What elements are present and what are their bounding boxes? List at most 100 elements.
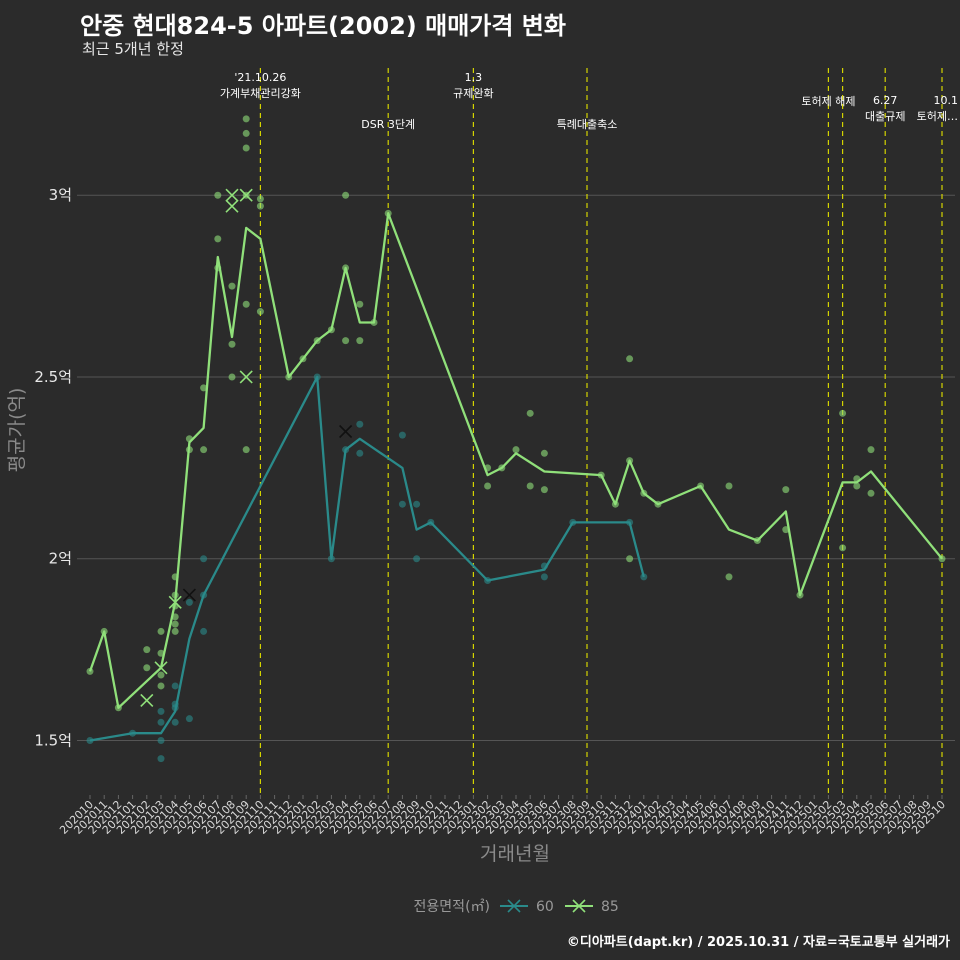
cross-stroke — [239, 370, 253, 384]
data-point-60 — [171, 718, 179, 726]
data-point-60 — [569, 518, 577, 526]
event-annotation: 토허제 해제 — [801, 94, 855, 108]
legend-key-cross-85 — [572, 899, 586, 913]
data-point-85 — [839, 544, 847, 552]
x-axis-ticks: 2020102020112020122021012021022021032021… — [57, 795, 948, 837]
event-annotation: '21.10.26 — [234, 71, 286, 84]
event-annotation: 6.27 — [873, 94, 898, 107]
data-point-85 — [171, 613, 179, 621]
data-point-60 — [200, 555, 208, 563]
data-point-60 — [413, 555, 421, 563]
event-annotation: 10.1 — [934, 94, 959, 107]
data-point-60 — [200, 627, 208, 635]
data-point-85 — [498, 464, 506, 472]
event-annotation: 규제완화 — [453, 87, 493, 100]
data-point-85 — [484, 464, 492, 472]
data-point-85 — [782, 486, 790, 494]
data-point-85 — [171, 591, 179, 599]
data-point-60 — [398, 431, 406, 439]
data-point-60 — [540, 573, 548, 581]
data-point-60 — [327, 555, 335, 563]
data-point-60 — [185, 598, 193, 606]
data-point-85 — [242, 115, 250, 123]
cancelled-marker-85 — [154, 661, 168, 675]
data-point-85 — [540, 486, 548, 494]
data-point-85 — [626, 355, 634, 363]
data-point-85 — [384, 209, 392, 217]
legend-label-60: 60 — [536, 899, 554, 915]
data-point-85 — [157, 627, 165, 635]
data-point-60 — [413, 500, 421, 508]
data-point-85 — [725, 482, 733, 490]
cancelled-marker-60 — [339, 424, 353, 439]
event-annotation: 대출규제 — [865, 110, 905, 123]
y-tick-label: 3억 — [49, 186, 72, 204]
data-point-85 — [157, 649, 165, 657]
cross-stroke — [225, 199, 239, 213]
data-point-85 — [171, 627, 179, 635]
data-point-85 — [256, 202, 264, 210]
data-point-85 — [654, 500, 662, 508]
cancelled-marker-85 — [140, 693, 154, 708]
data-point-85 — [114, 704, 122, 712]
data-point-85 — [526, 482, 534, 490]
data-point-85 — [512, 446, 520, 454]
data-point-60 — [185, 715, 193, 723]
data-point-85 — [867, 489, 875, 497]
data-point-85 — [143, 646, 151, 654]
data-point-85 — [327, 326, 335, 334]
data-point-85 — [540, 449, 548, 457]
cancelled-marker-85 — [239, 370, 253, 384]
data-point-60 — [129, 729, 137, 737]
cross-stroke — [182, 588, 196, 602]
cancelled-markers — [140, 188, 353, 708]
data-point-85 — [242, 144, 250, 152]
cancelled-marker-85 — [168, 595, 182, 609]
data-point-85 — [526, 409, 534, 417]
data-point-85 — [185, 435, 193, 443]
data-point-60 — [640, 573, 648, 581]
data-point-85 — [313, 337, 321, 345]
data-point-85 — [171, 573, 179, 581]
data-point-60 — [484, 577, 492, 585]
cross-stroke — [140, 693, 154, 708]
data-point-85 — [370, 318, 378, 326]
data-point-85 — [640, 489, 648, 497]
cancelled-marker-85 — [239, 188, 253, 202]
data-point-85 — [242, 129, 250, 137]
data-point-60 — [313, 373, 321, 381]
data-point-85 — [299, 355, 307, 363]
data-point-85 — [342, 337, 350, 345]
data-point-85 — [853, 475, 861, 483]
event-annotation: 특례대출축소 — [557, 118, 618, 131]
credit-line: ©디아파트(dapt.kr) / 2025.10.31 / 자료=국토교통부 실… — [566, 935, 950, 950]
data-point-85 — [626, 555, 634, 563]
chart-subtitle: 최근 5개년 한정 — [82, 40, 184, 58]
data-point-60 — [171, 700, 179, 708]
data-point-85 — [143, 664, 151, 672]
data-point-85 — [256, 195, 264, 203]
data-point-60 — [157, 755, 165, 763]
data-point-60 — [398, 500, 406, 508]
data-point-85 — [86, 667, 94, 675]
legend-key-cross-60 — [507, 899, 521, 913]
data-point-85 — [782, 526, 790, 534]
data-point-85 — [853, 482, 861, 490]
data-point-85 — [356, 300, 364, 308]
data-point-85 — [697, 482, 705, 490]
data-point-85 — [214, 191, 222, 199]
cross-stroke — [339, 424, 353, 439]
legend-label-85: 85 — [601, 899, 619, 915]
data-point-60 — [200, 591, 208, 599]
data-point-85 — [342, 264, 350, 272]
data-point-60 — [356, 420, 364, 428]
data-point-85 — [200, 446, 208, 454]
cross-stroke — [225, 188, 239, 202]
data-point-85 — [157, 682, 165, 690]
data-point-85 — [228, 340, 236, 348]
data-point-85 — [171, 620, 179, 628]
y-axis-ticks: 1.5억 2억 2.5억 3억 — [34, 186, 72, 749]
data-points — [86, 115, 946, 763]
